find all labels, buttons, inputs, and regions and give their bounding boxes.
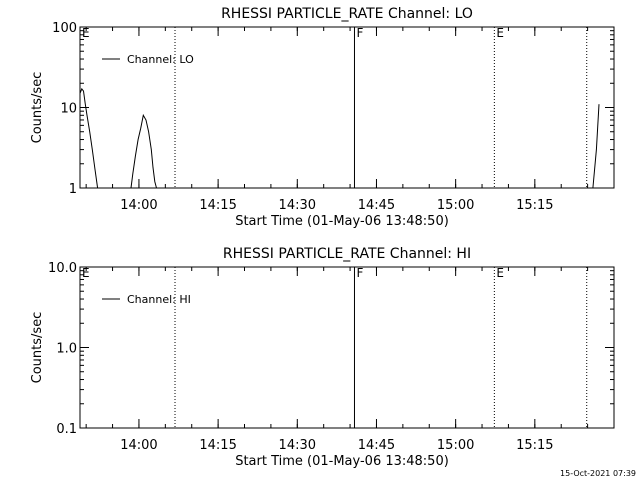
x-tick-label: 14:15 bbox=[199, 438, 236, 453]
x-tick-label: 14:15 bbox=[199, 198, 236, 213]
y-tick-label: 10 bbox=[60, 102, 77, 117]
y-tick-label: 1.0 bbox=[56, 342, 77, 357]
series-line-segment bbox=[79, 87, 99, 189]
y-axis-label: Counts/sec bbox=[30, 72, 45, 144]
plot-frame bbox=[79, 26, 615, 189]
event-marker-label: F bbox=[356, 26, 363, 40]
panel-lo: RHESSI PARTICLE_RATE Channel: LO 1 10 100 14… bbox=[30, 6, 615, 229]
y-tick-label: 0.1 bbox=[56, 422, 77, 437]
event-marker-label: F bbox=[356, 266, 363, 280]
x-axis-label: Start Time (01-May-06 13:48:50) bbox=[235, 454, 449, 469]
series-line-segment bbox=[592, 104, 600, 189]
x-tick-label: 14:00 bbox=[120, 438, 157, 453]
legend-label: Channel: HI bbox=[127, 293, 191, 306]
x-tick-label: 15:00 bbox=[437, 198, 474, 213]
event-marker-label: E bbox=[82, 26, 90, 40]
x-tick-label: 14:30 bbox=[279, 438, 316, 453]
y-tick-label: 1 bbox=[69, 182, 77, 197]
x-tick-label: 15:15 bbox=[516, 438, 553, 453]
x-tick-label: 15:00 bbox=[437, 438, 474, 453]
x-tick-label: 14:30 bbox=[279, 198, 316, 213]
timestamp: 15-Oct-2021 07:39 bbox=[560, 469, 636, 478]
legend-label: Channel: LO bbox=[127, 53, 194, 66]
y-axis-label: Counts/sec bbox=[30, 312, 45, 384]
chart-title: RHESSI PARTICLE_RATE Channel: HI bbox=[223, 246, 471, 262]
event-marker-label: E bbox=[496, 266, 504, 280]
y-tick-label: 100 bbox=[52, 21, 77, 36]
panel-hi: RHESSI PARTICLE_RATE Channel: HI 0.1 1.0 10… bbox=[30, 246, 615, 469]
x-tick-label: 14:45 bbox=[358, 198, 395, 213]
x-tick-label: 15:15 bbox=[516, 198, 553, 213]
plot-frame bbox=[79, 266, 615, 429]
x-tick-label: 14:00 bbox=[120, 198, 157, 213]
y-tick-label: 10.0 bbox=[48, 261, 77, 276]
event-marker-label: E bbox=[82, 266, 90, 280]
chart-title: RHESSI PARTICLE_RATE Channel: LO bbox=[221, 6, 473, 22]
series-line-segment bbox=[130, 113, 157, 189]
event-marker-label: E bbox=[496, 26, 504, 40]
x-axis-label: Start Time (01-May-06 13:48:50) bbox=[235, 214, 449, 229]
x-tick-label: 14:45 bbox=[358, 438, 395, 453]
